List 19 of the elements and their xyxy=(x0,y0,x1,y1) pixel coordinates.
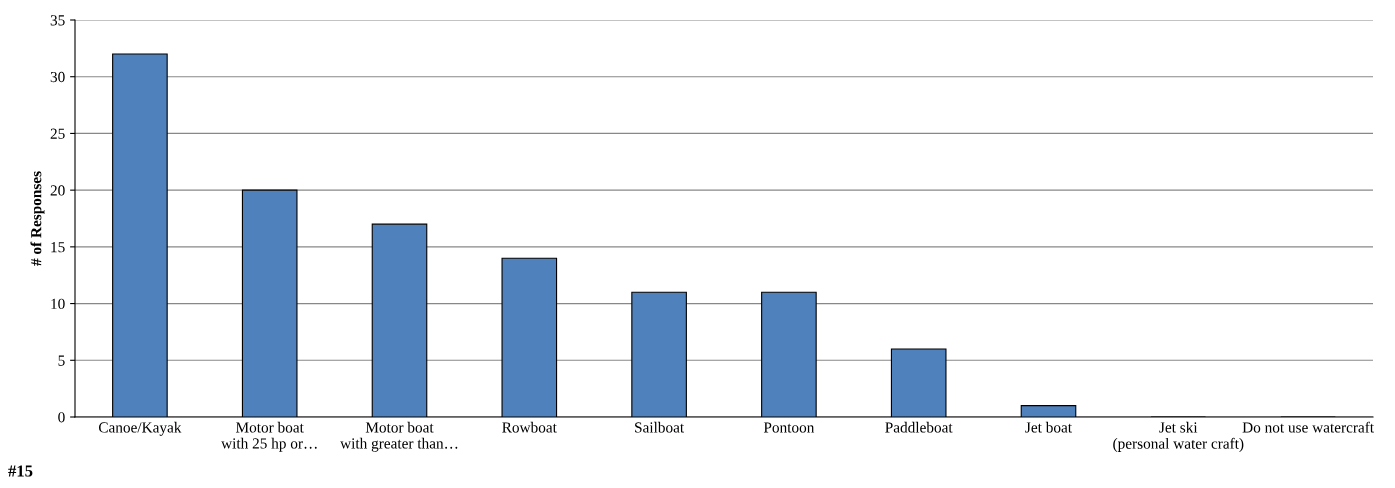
text: #15 xyxy=(8,465,33,477)
x-tick-label: Sailboat xyxy=(635,421,685,433)
x-tick-label: Pontoon xyxy=(763,422,815,433)
y-tick-label: 5 xyxy=(58,355,65,366)
x-tick-label: Motor boat with greater than… xyxy=(340,421,458,452)
y-axis-title: # of Responses xyxy=(30,171,45,266)
y-tick-label: 10 xyxy=(51,298,65,310)
y-tick-label: 30 xyxy=(50,71,65,83)
x-tick-label: Jet boat xyxy=(1025,421,1072,433)
x-tick-label: Paddleboat xyxy=(885,421,953,433)
y-tick-label: 15 xyxy=(51,242,65,253)
y-tick-label: 35 xyxy=(50,15,65,26)
x-tick-label: Canoe/Kayak xyxy=(98,421,182,436)
y-tick-label: 0 xyxy=(58,412,65,423)
y-tick-label: 20 xyxy=(50,185,65,196)
x-tick-label: Motor boat with 25 hp or… xyxy=(221,421,317,452)
x-tick-label: Do not use watercraft xyxy=(1242,421,1374,433)
x-tick-label: Rowboat xyxy=(502,421,557,433)
y-tick-label: 25 xyxy=(50,128,65,139)
